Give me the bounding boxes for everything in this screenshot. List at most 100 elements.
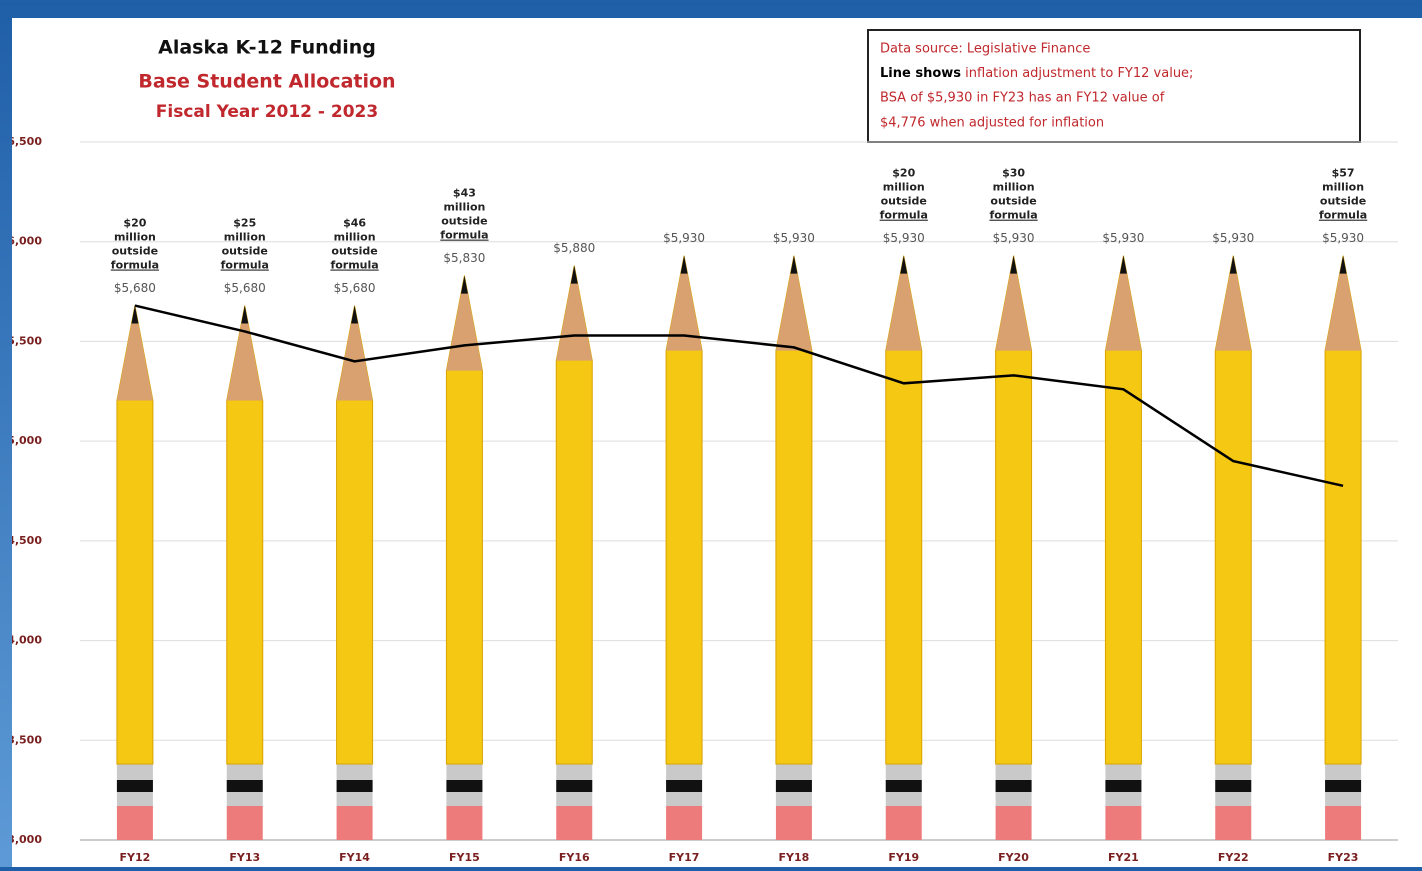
value-label: $5,930	[663, 231, 705, 245]
x-tick-label: FY16	[559, 851, 590, 864]
value-label: $5,680	[114, 281, 156, 295]
pencil	[1214, 255, 1252, 840]
y-tick-label: $6,500	[12, 135, 42, 148]
eraser	[885, 806, 922, 840]
ferrule-band	[1215, 780, 1252, 792]
chart-title: Alaska K-12 Funding	[158, 37, 376, 59]
value-label: $5,880	[553, 241, 595, 255]
eraser	[556, 806, 593, 840]
eraser	[336, 806, 373, 840]
ferrule-band	[775, 780, 812, 792]
pencil-lead	[680, 255, 688, 274]
eraser	[1325, 806, 1362, 840]
ferrule-band	[446, 780, 483, 792]
value-label: $5,930	[1102, 231, 1144, 245]
pencil-lead	[460, 275, 468, 294]
pencil-lead	[131, 305, 139, 324]
annotation: million	[443, 201, 485, 214]
ferrule-band	[556, 780, 593, 792]
note-box	[867, 29, 1361, 143]
chart-area: Alaska K-12 Funding Base Student Allocat…	[0, 18, 1422, 867]
y-tick-label: $4,000	[12, 634, 42, 647]
y-tick-label: $3,000	[12, 833, 42, 846]
pencil-wood	[1325, 255, 1362, 351]
annotation: million	[334, 231, 376, 244]
value-label: $5,930	[993, 231, 1035, 245]
pencil-lead	[570, 265, 578, 284]
value-label: $5,930	[1322, 231, 1364, 245]
pencil-wood	[226, 305, 263, 401]
value-label: $5,930	[773, 231, 815, 245]
pencil-lead	[1339, 255, 1347, 274]
bar	[775, 255, 813, 765]
pencil	[445, 275, 483, 840]
annotation: outside	[222, 245, 268, 258]
pencil	[336, 305, 374, 840]
chart: Alaska K-12 Funding Base Student Allocat…	[0, 29, 1398, 864]
annotation: $30	[1002, 167, 1025, 180]
bar	[445, 275, 483, 765]
annotation: million	[114, 231, 156, 244]
pencil-lead	[1229, 255, 1237, 274]
pencil-wood	[885, 255, 922, 351]
pencil	[995, 255, 1033, 840]
line	[134, 304, 1344, 488]
pencil	[226, 305, 264, 840]
pencil-wood	[775, 255, 812, 351]
annotation: outside	[990, 195, 1036, 208]
eraser	[775, 806, 812, 840]
annotation: formula	[1319, 209, 1367, 222]
value-label: $5,830	[443, 251, 485, 265]
x-tick-label: FY14	[339, 851, 370, 864]
annotation: $57	[1332, 167, 1355, 180]
chart-subtitle: Fiscal Year 2012 - 2023	[156, 102, 378, 122]
annotation: outside	[112, 245, 158, 258]
annotation: formula	[989, 209, 1037, 222]
x-tick-label: FY22	[1218, 851, 1249, 864]
annotation: million	[1322, 181, 1364, 194]
x-tick-label: FY20	[998, 851, 1029, 864]
bar	[1214, 255, 1252, 765]
x-tick-label: FY21	[1108, 851, 1139, 864]
pencil	[555, 265, 593, 840]
ferrule-band	[1325, 780, 1362, 792]
annotation: formula	[880, 209, 928, 222]
x-tick-label: FY15	[449, 851, 480, 864]
y-tick-label: $3,500	[12, 733, 42, 746]
pencil	[1324, 255, 1362, 840]
y-tick-label: $5,000	[12, 434, 42, 447]
annotation: $46	[343, 217, 366, 230]
note-line: Line shows inflation adjustment to FY12 …	[880, 66, 1193, 81]
note-text: inflation adjustment to FY12 value;	[965, 66, 1193, 81]
annotation: million	[993, 181, 1035, 194]
pencil-wood	[666, 255, 703, 351]
pencil	[775, 255, 813, 840]
ferrule-band	[226, 780, 263, 792]
ferrule-band	[995, 780, 1032, 792]
pencil-lead	[790, 255, 798, 274]
y-tick-label: $4,500	[12, 534, 42, 547]
x-tick-label: FY17	[669, 851, 700, 864]
annotation: million	[224, 231, 266, 244]
pencil-wood	[116, 305, 153, 401]
annotation: $20	[892, 167, 915, 180]
pencil	[885, 255, 923, 840]
eraser	[116, 806, 153, 840]
note-line: BSA of $5,930 in FY23 has an FY12 value …	[880, 91, 1165, 106]
pencil-lead	[241, 305, 249, 324]
annotation: outside	[331, 245, 377, 258]
annotation: outside	[441, 215, 487, 228]
pencil-lead	[1119, 255, 1127, 274]
eraser	[446, 806, 483, 840]
annotation: formula	[221, 259, 269, 272]
eraser	[226, 806, 263, 840]
ferrule-band	[1105, 780, 1142, 792]
annotation: million	[883, 181, 925, 194]
x-tick-label: FY13	[229, 851, 260, 864]
bar	[226, 305, 264, 765]
note-source: Data source: Legislative Finance	[880, 42, 1090, 57]
pencil-lead	[351, 305, 359, 324]
ferrule-band	[336, 780, 373, 792]
annotation: $25	[233, 217, 256, 230]
